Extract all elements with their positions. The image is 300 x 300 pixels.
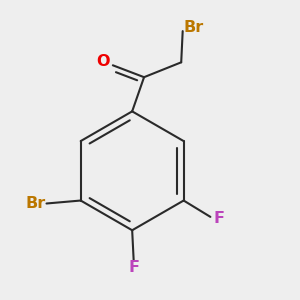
Text: F: F: [128, 260, 139, 275]
Text: Br: Br: [25, 196, 45, 211]
Text: Br: Br: [184, 20, 204, 35]
Text: O: O: [96, 54, 110, 69]
Text: F: F: [214, 211, 225, 226]
